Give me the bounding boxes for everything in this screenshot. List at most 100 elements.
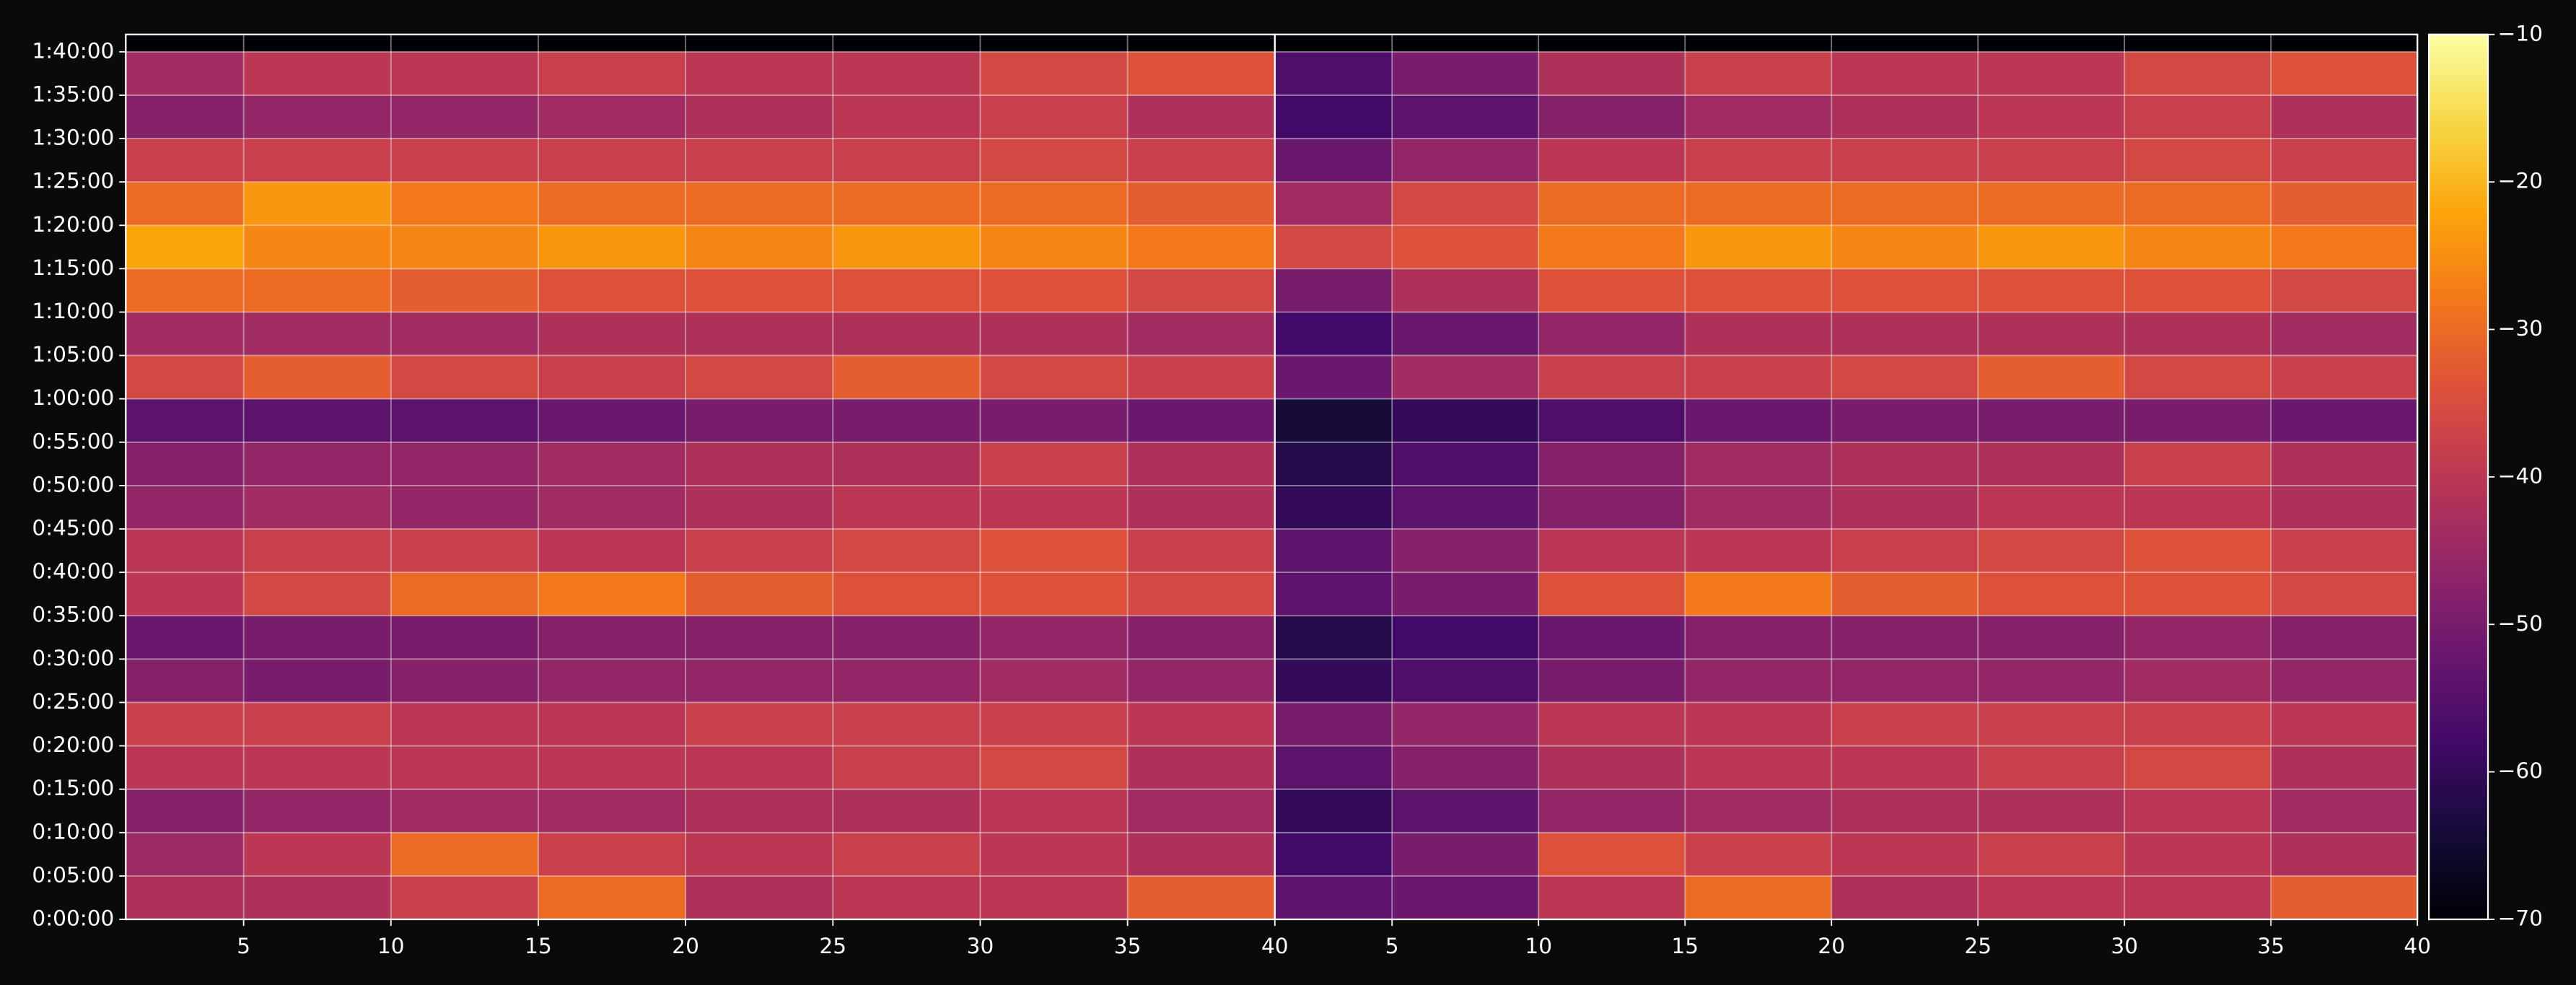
- heatmap-cell: [390, 95, 538, 139]
- heatmap-cell: [126, 95, 244, 139]
- y-tick-label: 0:55:00: [32, 429, 114, 453]
- heatmap-cell: [2124, 95, 2271, 139]
- heatmap-cell: [1274, 312, 1393, 356]
- y-tick-label: 1:20:00: [32, 212, 114, 237]
- x-tick-label: 25: [1964, 934, 1992, 958]
- heatmap-cell: [1831, 355, 1979, 399]
- heatmap-cell: [243, 485, 391, 530]
- y-tick-label: 0:25:00: [32, 689, 114, 714]
- heatmap-cell: [126, 442, 244, 486]
- heatmap-cell: [833, 485, 981, 530]
- heatmap-cell: [685, 442, 833, 486]
- heatmap-cell: [980, 139, 1128, 183]
- y-tick-label: 0:45:00: [32, 516, 114, 540]
- heatmap-cell: [1538, 268, 1686, 312]
- heatmap-cell: [2271, 702, 2418, 746]
- heatmap-cell: [980, 789, 1128, 833]
- x-tick-label: 10: [377, 934, 405, 958]
- x-tick-label: 40: [1261, 934, 1289, 958]
- heatmap-cell: [980, 182, 1128, 226]
- heatmap-cell: [126, 789, 244, 833]
- heatmap-cell: [1127, 702, 1275, 746]
- heatmap-cell: [980, 398, 1128, 442]
- heatmap-cell: [685, 789, 833, 833]
- heatmap-cell: [685, 659, 833, 703]
- heatmap-cell: [538, 95, 686, 139]
- heatmap-cell: [1127, 616, 1275, 660]
- heatmap-cell: [390, 616, 538, 660]
- heatmap-cell: [126, 659, 244, 703]
- heatmap-cell: [1127, 875, 1275, 919]
- heatmap-cell: [126, 702, 244, 746]
- heatmap-cell: [1831, 875, 1979, 919]
- heatmap-cell: [833, 875, 981, 919]
- heatmap-cell: [1392, 485, 1539, 530]
- heatmap-cell: [1392, 398, 1539, 442]
- x-tick-label: 5: [1385, 934, 1399, 958]
- heatmap-cell: [1127, 572, 1275, 616]
- heatmap-cell: [538, 398, 686, 442]
- heatmap-cell: [2271, 789, 2418, 833]
- heatmap-cell: [1685, 139, 1832, 183]
- heatmap-cell: [1685, 659, 1832, 703]
- heatmap-cell: [1831, 659, 1979, 703]
- heatmap-cell: [1831, 312, 1979, 356]
- heatmap-cell: [1831, 616, 1979, 660]
- heatmap-cell: [2124, 572, 2271, 616]
- heatmap-cell: [833, 572, 981, 616]
- heatmap-cell: [538, 268, 686, 312]
- heatmap-cell: [685, 355, 833, 399]
- colorbar: [2427, 33, 2489, 921]
- x-tick-label: 10: [1525, 934, 1552, 958]
- heatmap-cell: [685, 572, 833, 616]
- heatmap-cell: [1685, 398, 1832, 442]
- heatmap-cell: [1274, 572, 1393, 616]
- heatmap-cell: [685, 51, 833, 95]
- heatmap-cell: [1685, 182, 1832, 226]
- heatmap-cell: [1831, 139, 1979, 183]
- colorbar-tick-label: −30: [2498, 316, 2543, 341]
- heatmap-cell: [1978, 745, 2125, 789]
- heatmap-cell: [243, 398, 391, 442]
- heatmap-cell: [126, 225, 244, 269]
- heatmap-cell: [390, 659, 538, 703]
- heatmap-cell: [126, 745, 244, 789]
- heatmap-cell: [833, 529, 981, 573]
- heatmap-cell: [2124, 659, 2271, 703]
- heatmap-cell: [1831, 182, 1979, 226]
- heatmap-cell: [980, 659, 1128, 703]
- heatmap-cell: [538, 355, 686, 399]
- heatmap-cell: [685, 398, 833, 442]
- heatmap-cell: [390, 529, 538, 573]
- heatmap-cell: [390, 572, 538, 616]
- y-tick-label: 1:05:00: [32, 342, 114, 367]
- heatmap-cell: [2124, 268, 2271, 312]
- heatmap-cell: [243, 616, 391, 660]
- heatmap-cell: [980, 312, 1128, 356]
- heatmap-cell: [1274, 875, 1393, 919]
- heatmap-cell: [2271, 268, 2418, 312]
- heatmap-cell: [1274, 268, 1393, 312]
- heatmap-cell: [1831, 225, 1979, 269]
- heatmap-cell: [1392, 95, 1539, 139]
- heatmap-cell: [1538, 182, 1686, 226]
- heatmap-cell: [538, 51, 686, 95]
- heatmap-cell: [1392, 875, 1539, 919]
- panel-frame: [1274, 33, 2419, 921]
- heatmap-cell: [2271, 529, 2418, 573]
- y-tick-label: 1:10:00: [32, 299, 114, 323]
- heatmap-cell: [685, 485, 833, 530]
- heatmap-cell: [1274, 355, 1393, 399]
- heatmap-cell: [1538, 616, 1686, 660]
- heatmap-cell: [390, 225, 538, 269]
- heatmap-cell: [1831, 485, 1979, 530]
- heatmap-cell: [2271, 616, 2418, 660]
- heatmap-cell: [1127, 182, 1275, 226]
- heatmap-cell: [243, 312, 391, 356]
- heatmap-cell: [685, 702, 833, 746]
- heatmap-cell: [685, 268, 833, 312]
- heatmap-cell: [126, 355, 244, 399]
- heatmap-cell: [1685, 95, 1832, 139]
- heatmap-cell: [126, 182, 244, 226]
- heatmap-cell: [1127, 485, 1275, 530]
